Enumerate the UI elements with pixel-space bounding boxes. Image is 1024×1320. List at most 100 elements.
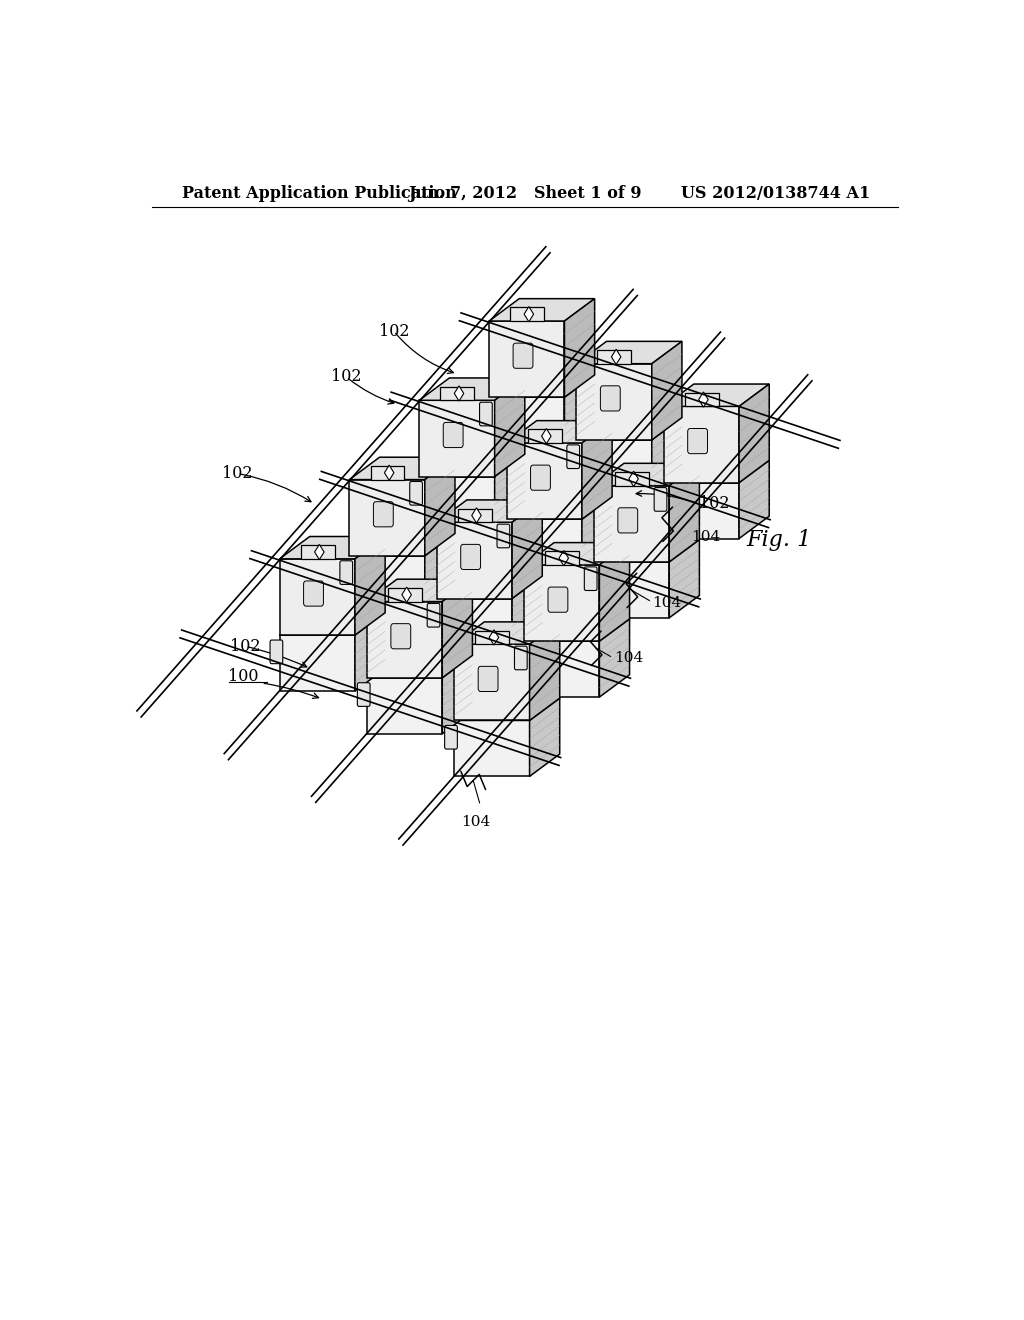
FancyBboxPatch shape [497, 524, 510, 548]
Polygon shape [280, 612, 385, 635]
Polygon shape [664, 483, 739, 539]
Text: 102: 102 [699, 495, 730, 512]
Polygon shape [442, 579, 472, 677]
Polygon shape [314, 544, 325, 560]
Polygon shape [425, 457, 455, 556]
Polygon shape [512, 576, 543, 655]
Polygon shape [524, 543, 630, 565]
Text: 100: 100 [227, 668, 258, 685]
Polygon shape [419, 400, 495, 477]
Polygon shape [349, 479, 425, 556]
Polygon shape [489, 375, 595, 397]
Text: 102: 102 [230, 638, 261, 655]
Polygon shape [564, 375, 595, 453]
Polygon shape [280, 635, 355, 690]
Polygon shape [594, 562, 670, 618]
FancyBboxPatch shape [479, 403, 493, 426]
Polygon shape [685, 392, 719, 407]
Polygon shape [371, 466, 404, 479]
Polygon shape [582, 496, 612, 576]
Polygon shape [349, 533, 455, 556]
FancyBboxPatch shape [585, 566, 597, 590]
Polygon shape [507, 519, 582, 576]
Polygon shape [664, 407, 739, 483]
Text: 102: 102 [331, 368, 361, 385]
Polygon shape [355, 536, 385, 635]
FancyBboxPatch shape [600, 385, 621, 411]
Polygon shape [529, 698, 560, 776]
Polygon shape [401, 587, 412, 602]
Polygon shape [472, 508, 481, 523]
Polygon shape [582, 421, 612, 519]
Polygon shape [455, 622, 560, 644]
Text: 102: 102 [379, 322, 410, 339]
Text: Fig. 1: Fig. 1 [746, 528, 811, 550]
FancyBboxPatch shape [444, 726, 458, 748]
Polygon shape [510, 308, 544, 321]
Polygon shape [455, 385, 464, 401]
Polygon shape [367, 579, 472, 602]
Polygon shape [455, 698, 560, 721]
Polygon shape [664, 461, 769, 483]
FancyBboxPatch shape [461, 544, 480, 569]
Polygon shape [349, 457, 455, 479]
Polygon shape [355, 612, 385, 690]
Polygon shape [367, 677, 442, 734]
Polygon shape [458, 508, 492, 523]
FancyBboxPatch shape [374, 502, 393, 527]
Polygon shape [527, 429, 561, 444]
Polygon shape [652, 342, 682, 440]
FancyBboxPatch shape [617, 508, 638, 533]
Polygon shape [611, 350, 621, 364]
Polygon shape [524, 306, 534, 322]
Polygon shape [512, 500, 543, 598]
Polygon shape [384, 465, 394, 480]
FancyBboxPatch shape [391, 623, 411, 649]
Polygon shape [577, 364, 652, 440]
Polygon shape [455, 644, 529, 721]
Polygon shape [739, 384, 769, 483]
Polygon shape [436, 598, 512, 655]
Polygon shape [388, 587, 422, 602]
Polygon shape [559, 550, 568, 566]
Polygon shape [542, 429, 551, 444]
Polygon shape [597, 350, 632, 364]
Polygon shape [577, 440, 652, 496]
FancyBboxPatch shape [357, 682, 370, 706]
Polygon shape [564, 298, 595, 397]
Polygon shape [594, 540, 699, 562]
Polygon shape [419, 378, 524, 400]
Text: 104: 104 [461, 814, 490, 829]
Polygon shape [442, 656, 472, 734]
Polygon shape [698, 392, 709, 407]
Polygon shape [615, 473, 649, 486]
Polygon shape [280, 558, 355, 635]
Polygon shape [367, 656, 472, 677]
Polygon shape [577, 417, 682, 440]
Polygon shape [489, 298, 595, 321]
Polygon shape [495, 454, 524, 532]
FancyBboxPatch shape [270, 640, 283, 664]
FancyBboxPatch shape [530, 465, 550, 490]
FancyBboxPatch shape [427, 603, 440, 627]
Polygon shape [489, 630, 499, 645]
Polygon shape [594, 463, 699, 486]
Polygon shape [419, 477, 495, 532]
Polygon shape [436, 523, 512, 598]
Polygon shape [524, 565, 599, 642]
Polygon shape [419, 454, 524, 477]
Polygon shape [629, 471, 638, 487]
Polygon shape [599, 619, 630, 697]
Polygon shape [524, 642, 599, 697]
FancyBboxPatch shape [548, 587, 568, 612]
FancyBboxPatch shape [567, 445, 580, 469]
Text: Jun. 7, 2012   Sheet 1 of 9: Jun. 7, 2012 Sheet 1 of 9 [408, 186, 642, 202]
Polygon shape [652, 417, 682, 496]
Polygon shape [475, 631, 509, 644]
Polygon shape [301, 545, 335, 558]
FancyBboxPatch shape [478, 667, 498, 692]
Polygon shape [670, 463, 699, 562]
FancyBboxPatch shape [303, 581, 324, 606]
FancyBboxPatch shape [514, 647, 527, 669]
Polygon shape [524, 619, 630, 642]
